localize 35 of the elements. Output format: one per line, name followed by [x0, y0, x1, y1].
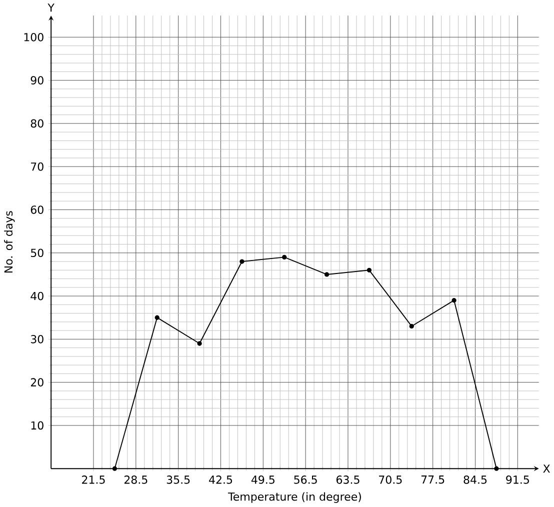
point	[366, 268, 372, 272]
x-axis-title: Temperature (in degree)	[228, 492, 361, 503]
point	[282, 254, 287, 260]
y-tick-label: 30	[30, 335, 44, 344]
x-tick-label: 77.5	[421, 476, 444, 484]
y-tick-label: 70	[31, 162, 44, 171]
y-tick-label: 20	[30, 378, 44, 386]
x-tick-label: 42.5	[209, 476, 232, 484]
text: X	[543, 464, 550, 473]
point	[197, 341, 202, 346]
point	[324, 272, 330, 277]
point	[409, 324, 414, 329]
y-tick-label: 50	[30, 248, 44, 258]
point	[494, 466, 499, 471]
x-tick-label: 28.5	[124, 476, 148, 484]
x-tick-label: 91.5	[506, 476, 529, 484]
y-tick-label: 60	[30, 206, 44, 214]
x-tick-label: 49.5	[251, 476, 274, 484]
x-tick-label: 63.5	[336, 476, 360, 484]
point	[112, 466, 118, 471]
y-tick-label: 40	[30, 292, 44, 300]
point	[452, 298, 456, 303]
y-axis-title: No. of days	[4, 211, 15, 273]
y-tick-label: 10	[31, 421, 44, 430]
x-tick-label: 21.5	[82, 476, 105, 484]
x-tick-label: 56.5	[294, 476, 317, 484]
point	[154, 315, 160, 320]
y-tick-label: 90	[30, 76, 44, 84]
text: Y	[48, 4, 54, 12]
x-tick-label: 35.5	[166, 476, 190, 484]
x-tick-label: 84.5	[464, 476, 487, 484]
x-tick-label: 70.5	[379, 476, 402, 484]
y-tick-label: 80	[30, 119, 44, 128]
point	[240, 259, 244, 264]
y-tick-label: 100	[24, 33, 44, 42]
